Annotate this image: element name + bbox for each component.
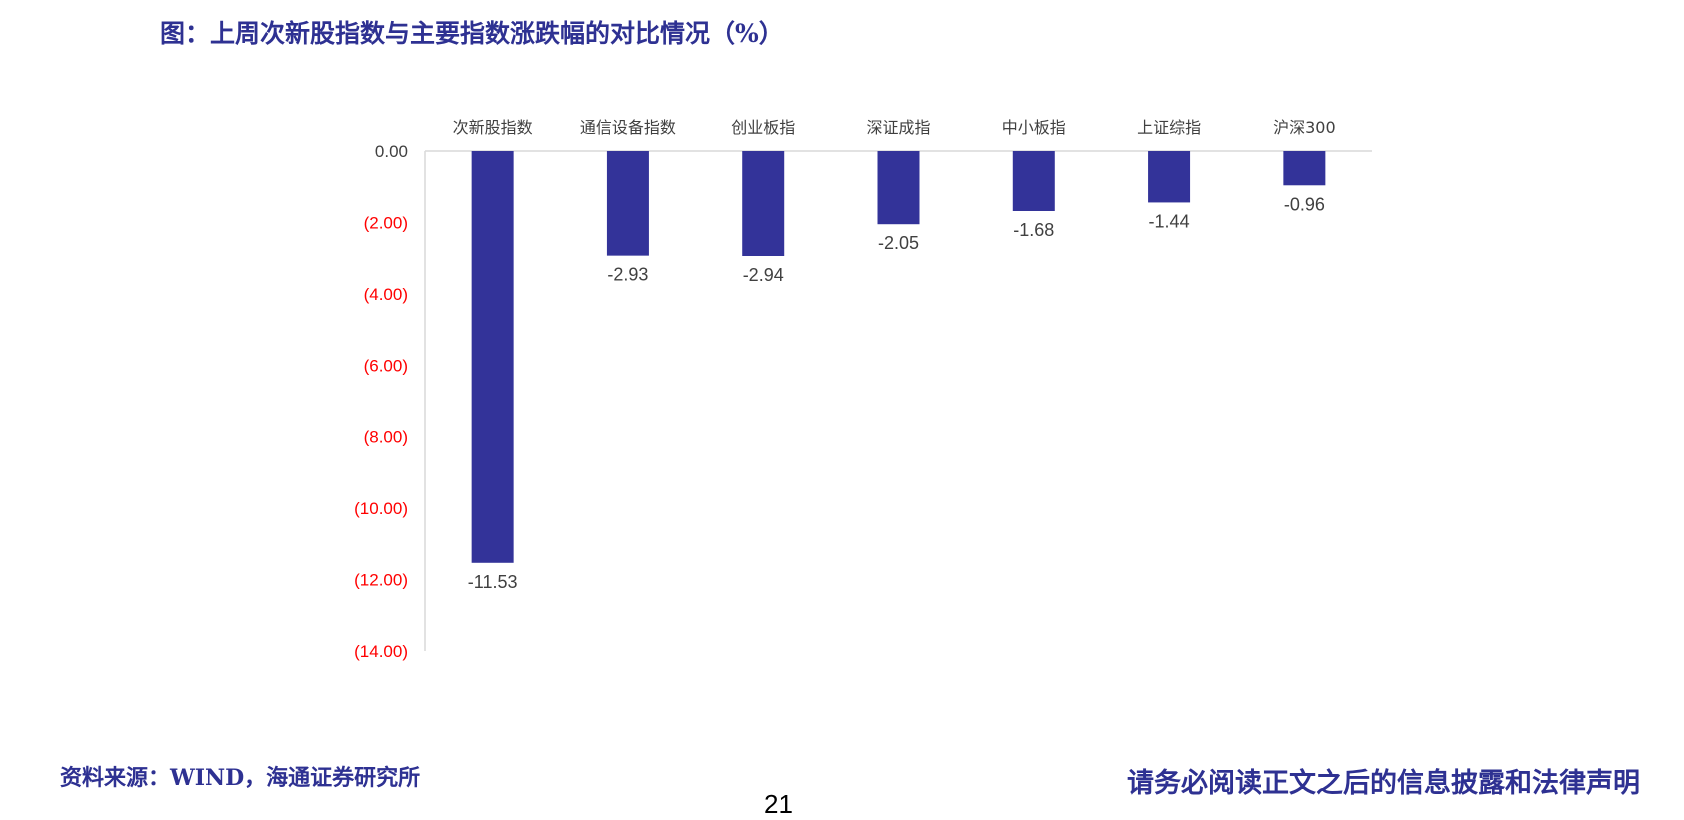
- y-tick-label: 0.00: [375, 142, 408, 161]
- data-label: -2.93: [607, 265, 648, 285]
- page-number: 21: [764, 789, 793, 819]
- data-label: -2.05: [878, 233, 919, 253]
- bar-7: [1283, 151, 1326, 186]
- bar-6: [1148, 151, 1191, 203]
- category-label: 深证成指: [866, 118, 930, 137]
- category-label: 中小板指: [1002, 118, 1066, 137]
- data-label: -1.44: [1149, 211, 1190, 231]
- y-tick-label: (8.00): [364, 428, 408, 447]
- plot-area: 0.00 (2.00) (4.00) (6.00) (8.00) (10.00) (12.0…: [354, 118, 1372, 661]
- y-tick-label: (4.00): [364, 285, 408, 304]
- y-tick-label: (6.00): [364, 356, 408, 375]
- data-label: -2.94: [743, 265, 784, 285]
- category-label: 上证综指: [1137, 118, 1201, 137]
- y-tick-label: (10.00): [354, 499, 408, 518]
- category-label: 次新股指数: [453, 118, 533, 137]
- data-label: -11.53: [468, 572, 518, 592]
- category-label: 通信设备指数: [580, 118, 676, 137]
- category-label: 沪深300: [1273, 118, 1336, 137]
- y-tick-label: (12.00): [354, 571, 408, 590]
- source-note: 资料来源：WIND，海通证券研究所: [60, 765, 421, 791]
- y-tick-label: (14.00): [354, 642, 408, 661]
- data-label: -1.68: [1013, 220, 1054, 240]
- bar-5: [1012, 151, 1055, 211]
- y-tick-label: (2.00): [364, 213, 408, 232]
- disclaimer-link[interactable]: 请务必阅读正文之后的信息披露和法律声明: [1127, 768, 1640, 799]
- bar-2: [606, 151, 649, 256]
- bar-1: [471, 151, 514, 563]
- chart-title: 图：上周次新股指数与主要指数涨跌幅的对比情况（%）: [160, 19, 784, 48]
- data-label: -0.96: [1284, 194, 1325, 214]
- bar-4: [877, 151, 920, 225]
- bar-3: [742, 151, 785, 256]
- category-label: 创业板指: [731, 118, 795, 137]
